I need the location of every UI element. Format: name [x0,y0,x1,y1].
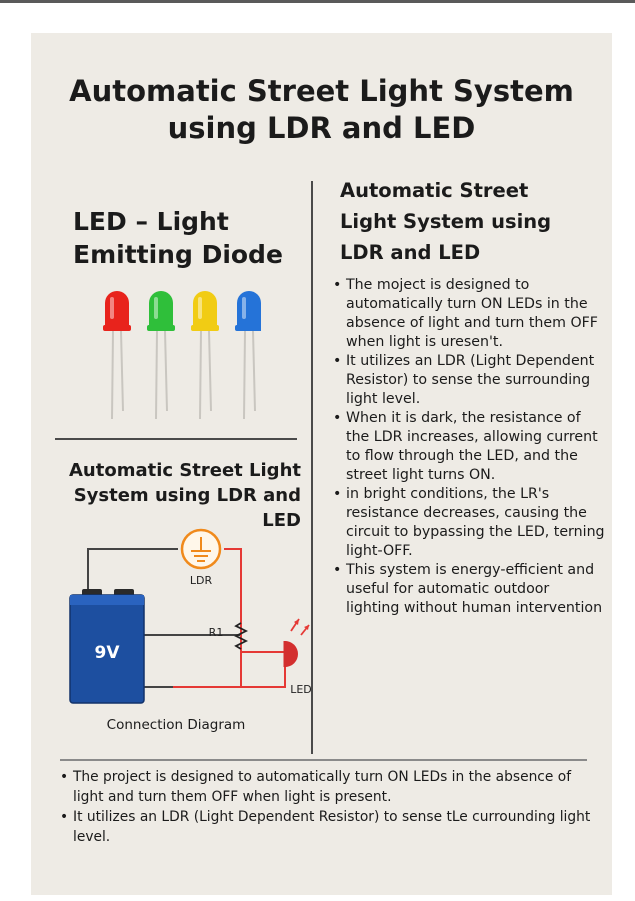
led-illustration [103,291,261,420]
led-symbol-icon [283,618,310,667]
led-heading-line-1: LED – Light [73,207,229,236]
page-title-line-2: using LDR and LED [167,111,476,145]
right-bullet-3: When it is dark, the resistance of the L… [333,409,605,485]
bottom-divider [60,759,587,761]
right-bullet-1: The moject is designed to automatically … [333,276,605,352]
right-heading-line-2: Light System using [340,210,552,233]
right-heading: Automatic Street Light System using LDR … [340,175,600,268]
ldr-label: LDR [190,574,213,587]
circuit-heading-line-2: System using LDR and [73,485,301,506]
bottom-bullet-2: It utilizes an LDR (Light Dependent Resi… [60,807,605,847]
circuit-heading-line-1: Automatic Street Light [68,460,301,481]
right-heading-line-3: LDR and LED [340,241,481,264]
bottom-bullet-list: The project is designed to automatically… [60,767,605,847]
wire-battery-return [142,662,173,688]
led-heading-line-2: Emitting Diode [73,240,283,269]
right-heading-line-1: Automatic Street [340,179,529,202]
circuit-heading-line-3: LED [262,510,301,531]
top-border [0,0,635,3]
left-divider [55,438,297,440]
diagram-caption: Connection Diagram [106,717,246,733]
led-label: LED [290,683,311,696]
wire-led-loop [240,635,286,688]
led-heading: LED – Light Emitting Diode [73,205,313,271]
right-bullet-list: The moject is designed to automatically … [333,276,605,618]
wire-battery-to-ldr [87,548,178,593]
led-bulb-icon [103,291,131,420]
resistor-icon [233,622,249,650]
connection-diagram: LDR R1 LED 9V [69,528,311,704]
right-bullet-2: It utilizes an LDR (Light Dependent Resi… [333,352,605,409]
page-title: Automatic Street Light System using LDR … [31,73,612,147]
circuit-heading: Automatic Street Light System using LDR … [51,458,301,533]
led-bulb-icon [191,291,219,420]
battery-label: 9V [95,643,121,663]
resistor-label: R1 [209,626,224,639]
battery-icon [69,589,145,704]
led-bulb-icon [147,291,175,420]
bottom-bullet-1: The project is designed to automatically… [60,767,605,807]
ldr-icon [180,528,222,570]
wire-ldr-to-ground [173,548,242,688]
led-bulb-icon [235,291,261,420]
right-bullet-5: This system is energy-efficient and usef… [333,561,605,618]
page-title-line-1: Automatic Street Light System [69,74,574,108]
vertical-divider [311,181,313,754]
right-bullet-4: in bright conditions, the LR's resistanc… [333,485,605,561]
poster: Automatic Street Light System using LDR … [31,33,612,895]
